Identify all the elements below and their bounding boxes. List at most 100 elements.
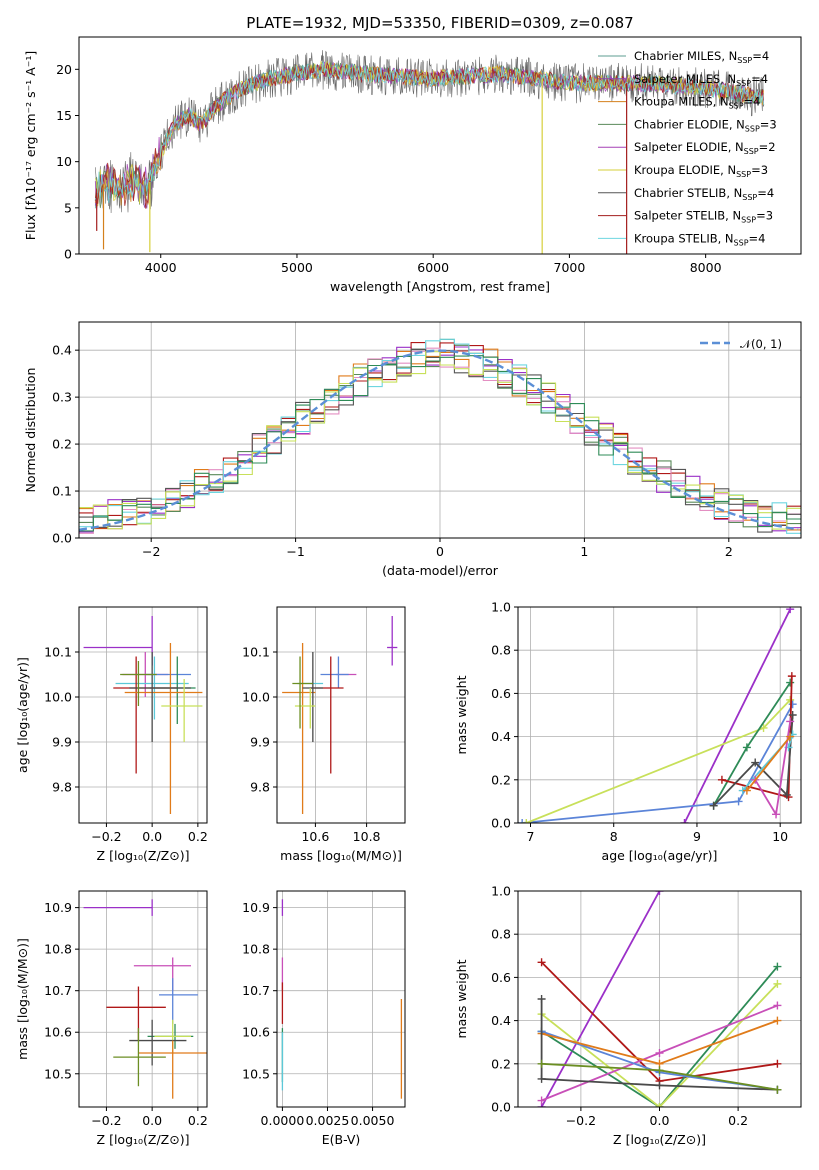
y-tick-label: 10.8 [242,942,270,957]
age-vs-z-axes: −0.2 0.0 0.2 9.8 9.9 10.0 10.1 Z [log₁₀(Z/Z⊙)] a… [15,607,208,863]
y-axis-label: age [log₁₀(age/yr)] [15,657,30,773]
y-axis-label: Normed distribution [23,368,38,493]
x-tick-label: 0.2 [188,1113,208,1128]
x-axis-label: (data-model)/error [382,563,499,578]
y-tick-label: 0.2 [52,437,72,452]
y-tick-label: 0.6 [491,686,511,701]
plus-marker [537,1096,546,1105]
legend-label: 𝒩(0, 1) [740,337,782,351]
plus-marker [787,672,796,681]
y-tick-label: 20 [56,62,72,77]
x-tick-label: 0.0050 [351,1113,395,1128]
age-vs-mass-axes: 10.6 10.8 9.8 9.9 10.0 10.1 mass [log₁₀(M/M⊙)] [242,607,405,863]
y-tick-label: 10.0 [44,690,72,705]
plus-marker [788,711,797,719]
y-tick-label: 0.2 [491,772,511,787]
y-tick-label: 10.8 [44,942,72,957]
y-tick-label: 0.8 [491,927,511,942]
plus-marker [522,819,531,823]
x-axis-label: E(B-V) [322,1132,361,1147]
plus-marker [772,810,781,819]
x-tick-label: 5000 [281,260,313,275]
x-axis-label: Z [log₁₀(Z/Z⊙)] [97,1132,190,1147]
mass-vs-z-frame [78,890,208,1108]
plus-marker [773,1001,782,1010]
weight-vs-age-frame [517,606,802,824]
y-tick-label: 0.0 [52,531,72,546]
weight-line [525,699,791,823]
mass-vs-ebv-points [281,899,403,1099]
y-tick-label: 10.5 [242,1066,270,1081]
weight-vs-z-series [537,891,782,1107]
plus-marker [786,717,795,726]
y-tick-label: 0.6 [491,970,511,985]
plus-marker [655,1103,664,1107]
y-tick-label: 0.0 [491,816,511,831]
x-axis-label: Z [log₁₀(Z/Z⊙)] [97,848,190,863]
data-point [159,978,198,1024]
spectrum-lines [94,50,765,254]
y-tick-label: 10.5 [44,1066,72,1081]
x-tick-label: 0 [436,544,444,559]
plus-marker [742,743,751,752]
weight-line [712,714,794,807]
figure-title: PLATE=1932, MJD=53350, FIBERID=0309, z=0… [246,14,633,32]
spectrum-frame [78,36,802,255]
y-tick-label: 10.6 [242,1025,270,1040]
data-point [149,656,196,724]
y-tick-label: 15 [56,108,72,123]
x-tick-label: 2 [725,544,733,559]
y-tick-label: 10.9 [44,900,72,915]
y-tick-label: 10.0 [242,690,270,705]
x-tick-label: −0.2 [91,829,121,844]
plus-marker [655,891,664,895]
legend-label: Kroupa ELODIE, NSSP=3 [634,163,768,179]
y-tick-label: 0.1 [52,484,72,499]
plus-marker [782,790,791,799]
data-point [161,679,203,742]
x-tick-label: 10 [772,829,788,844]
hist-series [79,338,801,534]
plus-marker [773,1016,782,1025]
x-tick-label: −1 [286,544,304,559]
plus-marker [537,1059,546,1068]
plus-marker [773,1059,782,1068]
y-tick-label: 1.0 [491,600,511,615]
y-tick-label: 10 [56,154,72,169]
x-tick-label: 0.0 [142,1113,162,1128]
plus-marker [709,801,718,810]
x-tick-label: 7000 [554,260,586,275]
weight-line [746,736,791,792]
plus-marker [786,678,795,687]
y-tick-label: 0.8 [491,643,511,658]
hist-series [79,355,801,532]
x-tick-label: 0.2 [188,829,208,844]
plus-marker [680,819,689,823]
weight-vs-age-axes: 7 8 9 10 0.0 0.2 0.4 0.6 0.8 1.0 age [log₁₀(age/yr… [454,600,801,863]
y-tick-label: 9.8 [250,780,270,795]
plus-marker [742,786,751,795]
spectrum-series [94,61,764,210]
weight-line [540,999,778,1091]
y-tick-label: 10.9 [242,900,270,915]
data-point [129,652,191,742]
x-tick-label: 0.0025 [306,1113,350,1128]
plus-marker [788,700,797,709]
y-tick-label: 9.8 [52,780,72,795]
y-tick-label: 9.9 [250,735,270,750]
x-axis-label: Z [log₁₀(Z/Z⊙)] [613,1132,706,1147]
y-tick-label: 10.1 [242,645,270,660]
plus-marker [655,1066,664,1075]
data-point [292,656,313,729]
mass-vs-ebv-axes: 0.0000 0.0025 0.0050 10.5 10.6 10.7 10.8 10.9 E(… [242,891,405,1147]
legend-label: Chabrier MILES, NSSP=4 [634,49,769,65]
x-tick-label: −2 [142,544,160,559]
x-tick-label: 8 [610,829,618,844]
plus-marker [717,775,726,784]
legend-label: Kroupa STELIB, NSSP=4 [634,231,765,247]
hist-legend: 𝒩(0, 1) [700,337,782,351]
y-tick-label: 10.1 [44,645,72,660]
y-tick-label: 10.7 [242,983,270,998]
age-vs-z-points [83,616,203,814]
